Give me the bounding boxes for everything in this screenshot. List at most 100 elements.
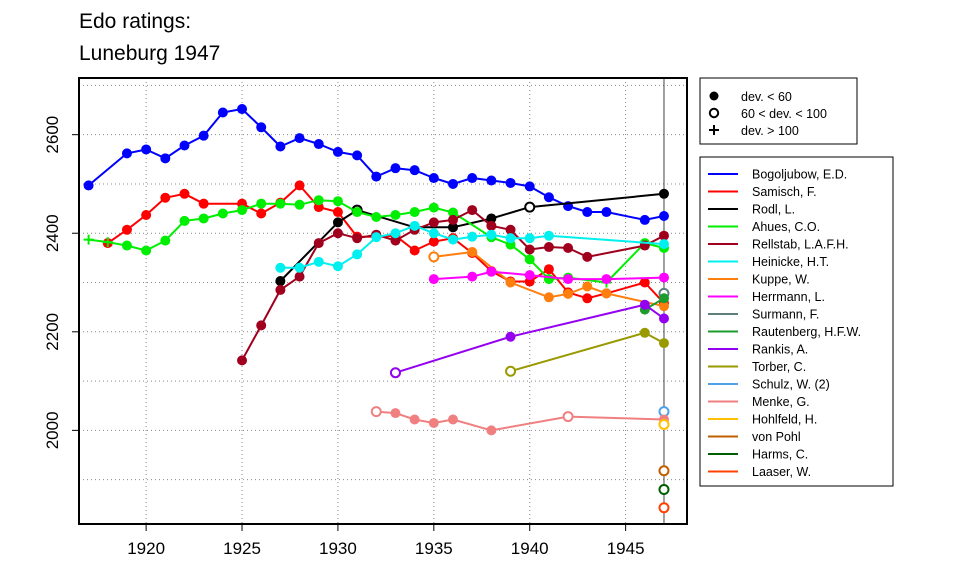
point-marker-filled [390, 163, 401, 174]
x-tick-label: 1920 [127, 539, 165, 558]
series-legend-label: Heinicke, H.T. [752, 255, 829, 269]
series-line [88, 199, 665, 284]
marker-legend-filled-circle-icon [709, 91, 719, 101]
point-marker-filled [160, 192, 171, 203]
point-marker-filled [658, 338, 669, 349]
point-marker-filled [256, 198, 267, 209]
point-marker-filled [409, 165, 420, 176]
point-marker-filled [524, 233, 535, 244]
point-marker-filled [543, 192, 554, 203]
point-marker-filled [428, 274, 439, 285]
y-tick-label: 2200 [43, 313, 62, 351]
point-marker-filled [543, 230, 554, 241]
point-marker-filled [294, 180, 305, 191]
point-marker-filled [639, 277, 650, 288]
point-marker-filled [352, 207, 363, 218]
series-0 [83, 104, 669, 225]
point-marker-filled [543, 292, 554, 303]
point-marker-filled [486, 425, 497, 436]
point-marker-filled [658, 272, 669, 283]
point-marker-filled [467, 205, 478, 216]
point-marker-filled [486, 213, 497, 224]
point-marker-filled [486, 175, 497, 186]
point-marker-open [389, 367, 401, 379]
point-marker-plus [102, 237, 113, 248]
point-marker-filled [294, 271, 305, 282]
series-10 [389, 299, 669, 379]
point-marker-filled [141, 210, 152, 221]
point-marker-filled [639, 299, 650, 310]
point-marker-filled [332, 228, 343, 239]
point-marker-filled [582, 251, 593, 262]
point-marker-filled [658, 188, 669, 199]
point-marker-filled [332, 146, 343, 157]
point-marker-filled [486, 220, 497, 231]
point-marker-filled [467, 231, 478, 242]
point-marker-filled [217, 107, 228, 118]
series-14 [658, 418, 670, 430]
point-marker-filled [448, 214, 459, 225]
point-marker-filled [371, 211, 382, 222]
point-marker-filled [467, 173, 478, 184]
series-15 [658, 465, 670, 477]
series-legend-label: Bogoljubow, E.D. [752, 168, 847, 182]
point-marker-filled [390, 228, 401, 239]
series-17 [658, 502, 670, 514]
point-marker-filled [428, 417, 439, 428]
point-marker-filled [428, 173, 439, 184]
point-marker-filled [658, 313, 669, 324]
point-marker-filled [313, 139, 324, 150]
point-marker-filled [332, 207, 343, 218]
series-legend-label: Rellstab, L.A.F.H. [752, 238, 849, 252]
point-marker-filled [448, 178, 459, 189]
point-marker-filled [505, 331, 516, 342]
point-marker-filled [409, 220, 420, 231]
point-marker-filled [352, 233, 363, 244]
point-marker-filled [524, 270, 535, 281]
point-marker-filled [448, 414, 459, 425]
point-marker-filled [198, 213, 209, 224]
point-marker-filled [428, 202, 439, 213]
point-marker-filled [467, 271, 478, 282]
point-marker-filled [275, 276, 286, 287]
point-marker-filled [658, 293, 669, 304]
point-marker-filled [371, 171, 382, 182]
point-marker-filled [601, 274, 612, 285]
series-legend: Bogoljubow, E.D. Samisch, F. Rodl, L. Ahues… [699, 156, 894, 487]
point-marker-filled [428, 217, 439, 228]
series-line [510, 331, 665, 373]
point-marker-open [505, 365, 517, 377]
series-legend-label: Ahues, C.O. [752, 220, 820, 234]
point-marker-filled [448, 234, 459, 245]
point-marker-filled [428, 236, 439, 247]
series-11 [505, 327, 669, 377]
point-marker-filled [237, 104, 248, 115]
point-marker-filled [294, 199, 305, 210]
point-marker-open [658, 418, 670, 430]
point-marker-filled [217, 208, 228, 219]
x-tick-label: 1930 [319, 539, 357, 558]
point-marker-filled [543, 274, 554, 285]
series-legend-label: Rautenberg, H.F.W. [752, 325, 861, 339]
point-marker-filled [582, 207, 593, 218]
series-legend-label: Laaser, W. [752, 465, 811, 479]
point-marker-open [428, 251, 440, 263]
point-marker-filled [582, 293, 593, 304]
y-tick-label: 2600 [43, 116, 62, 154]
y-tick-label: 2400 [43, 214, 62, 252]
point-marker-filled [390, 210, 401, 221]
point-marker-filled [121, 240, 132, 251]
point-marker-open [658, 502, 670, 514]
marker-legend-label: dev. < 60 [741, 90, 792, 104]
point-marker-filled [524, 244, 535, 255]
point-marker-filled [486, 229, 497, 240]
point-marker-filled [121, 224, 132, 235]
point-marker-filled [313, 195, 324, 206]
point-marker-filled [563, 243, 574, 254]
point-marker-filled [275, 284, 286, 295]
series-legend-label: Torber, C. [752, 360, 806, 374]
x-tick-label: 1925 [223, 539, 261, 558]
point-marker-filled [83, 180, 94, 191]
series-16 [658, 484, 670, 496]
point-marker-filled [601, 207, 612, 218]
